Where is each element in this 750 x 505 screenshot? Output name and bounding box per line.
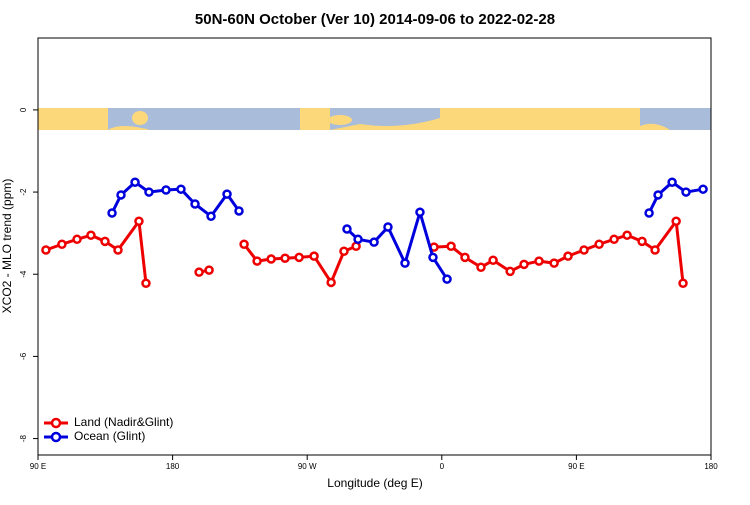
- data-point: [252, 256, 262, 266]
- data-point: [609, 234, 619, 245]
- x-tick-label: 180: [704, 462, 718, 471]
- data-point: [107, 208, 117, 218]
- x-tick-label: 90 W: [298, 462, 317, 471]
- y-axis-label: XCO2 - MLO trend (ppm): [0, 179, 14, 314]
- x-tick-label: 90 E: [568, 462, 584, 471]
- data-point: [415, 207, 425, 217]
- data-point: [161, 185, 171, 195]
- y-tick-label: -2: [19, 188, 28, 196]
- data-point: [222, 189, 232, 199]
- data-point: [681, 187, 691, 197]
- data-point: [72, 234, 82, 245]
- data-point: [594, 239, 604, 249]
- map-strip: [38, 108, 711, 130]
- x-axis-label: Longitude (deg E): [327, 476, 422, 490]
- data-point: [579, 245, 589, 255]
- data-point: [309, 251, 319, 261]
- data-point: [342, 224, 352, 234]
- data-point: [476, 262, 486, 272]
- legend-label: Ocean (Glint): [74, 429, 145, 443]
- data-point: [622, 230, 632, 240]
- data-point: [100, 236, 110, 247]
- data-point: [519, 259, 529, 270]
- data-point: [460, 252, 470, 263]
- data-point: [234, 206, 244, 216]
- map-ocean: [108, 108, 300, 130]
- data-point: [206, 211, 216, 222]
- data-point: [637, 236, 647, 247]
- data-point: [204, 265, 214, 275]
- data-point: [698, 184, 708, 194]
- data-point: [294, 252, 304, 263]
- data-point: [428, 252, 438, 263]
- data-point: [400, 258, 410, 268]
- data-point: [534, 256, 544, 266]
- map-ocean: [330, 108, 440, 130]
- y-tick-label: -6: [19, 352, 28, 360]
- map-land: [132, 111, 148, 125]
- data-point: [678, 278, 688, 289]
- data-point: [141, 278, 151, 289]
- data-point: [116, 190, 126, 200]
- data-point: [280, 253, 290, 263]
- data-point: [650, 245, 660, 255]
- x-tick-label: 90 E: [30, 462, 46, 471]
- data-point: [176, 184, 186, 194]
- map-ocean: [640, 108, 711, 130]
- y-tick-label: -4: [19, 270, 28, 278]
- data-point: [667, 177, 677, 187]
- data-point: [130, 177, 140, 187]
- x-tick-label: 180: [166, 462, 180, 471]
- data-point: [326, 277, 336, 288]
- x-tick-label: 0: [440, 462, 445, 471]
- data-point: [442, 274, 452, 284]
- chart-title: 50N-60N October (Ver 10) 2014-09-06 to 2…: [195, 11, 555, 28]
- data-point: [134, 216, 144, 226]
- data-point: [488, 255, 498, 266]
- plot-frame: [37, 37, 712, 456]
- data-point: [549, 258, 559, 268]
- data-point: [339, 246, 349, 256]
- data-point: [190, 199, 200, 209]
- data-point: [671, 216, 681, 226]
- data-point: [86, 230, 96, 240]
- data-point: [194, 267, 204, 277]
- data-point: [505, 266, 515, 277]
- data-point: [653, 190, 663, 200]
- data-point: [353, 234, 363, 245]
- data-point: [369, 237, 379, 247]
- y-tick-label: -8: [19, 434, 28, 442]
- data-point: [239, 239, 249, 249]
- y-tick-label: 0: [19, 107, 28, 112]
- series-line: [45, 217, 685, 286]
- data-point: [41, 245, 51, 255]
- map-land: [328, 115, 352, 125]
- data-point: [563, 251, 573, 261]
- data-point: [113, 245, 123, 255]
- data-point: [383, 222, 393, 232]
- data-point: [266, 254, 276, 264]
- data-point: [446, 241, 456, 252]
- legend-marker: [50, 417, 62, 429]
- data-point: [644, 208, 654, 218]
- legend-marker: [50, 431, 62, 443]
- data-point: [144, 187, 154, 197]
- legend-label: Land (Nadir&Glint): [74, 415, 173, 429]
- data-point: [57, 239, 67, 249]
